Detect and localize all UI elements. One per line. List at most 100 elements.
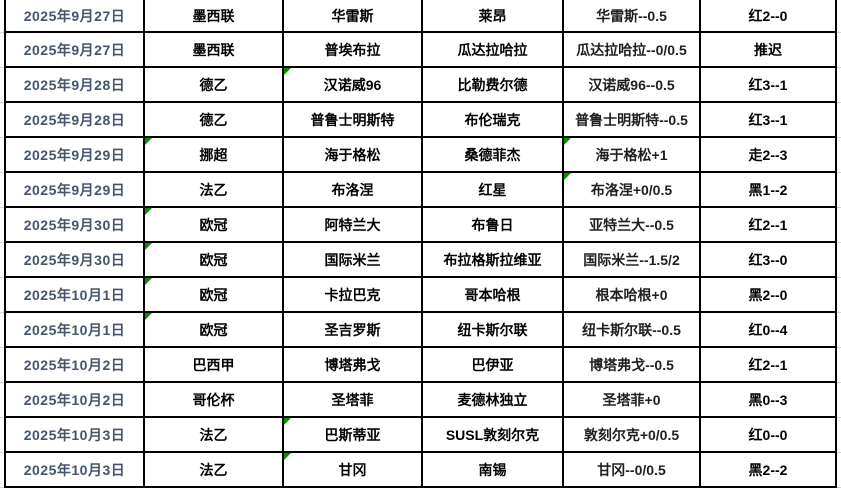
cell-result[interactable]: 红2--1 bbox=[701, 348, 837, 383]
cell-result[interactable]: 黑0--3 bbox=[701, 383, 837, 418]
cell-away-team[interactable]: 哥本哈根 bbox=[423, 278, 564, 313]
home-team-text: 国际米兰 bbox=[324, 251, 381, 268]
cell-home-team[interactable]: 普鲁士明斯特 bbox=[284, 103, 423, 138]
cell-home-team[interactable]: 博塔弗戈 bbox=[284, 348, 423, 383]
cell-date[interactable]: 2025年10月2日 bbox=[6, 348, 145, 383]
cell-handicap[interactable]: 亚特兰大--0.5 bbox=[564, 208, 701, 243]
cell-result[interactable]: 红3--1 bbox=[701, 68, 837, 103]
league-text: 欧冠 bbox=[199, 251, 228, 268]
cell-home-team[interactable]: 普埃布拉 bbox=[284, 33, 423, 68]
cell-away-team[interactable]: 瓜达拉哈拉 bbox=[423, 33, 564, 68]
cell-date[interactable]: 2025年9月28日 bbox=[6, 68, 145, 103]
cell-home-team[interactable]: 圣吉罗斯 bbox=[284, 313, 423, 348]
cell-away-team[interactable]: 麦德林独立 bbox=[423, 383, 564, 418]
gridline-segment bbox=[837, 33, 841, 68]
gridline-segment bbox=[0, 138, 4, 173]
cell-result[interactable]: 黑1--2 bbox=[701, 173, 837, 208]
cell-handicap[interactable]: 布洛涅+0/0.5 bbox=[564, 173, 701, 208]
cell-result[interactable]: 红3--1 bbox=[701, 103, 837, 138]
cell-result[interactable]: 红0--0 bbox=[701, 418, 837, 453]
cell-league[interactable]: 巴西甲 bbox=[145, 348, 284, 383]
cell-result[interactable]: 推迟 bbox=[701, 33, 837, 68]
match-results-table: 2025年9月27日 墨西联 华雷斯 莱昂 华雷斯--0.5 红2--0 202… bbox=[4, 0, 837, 488]
cell-handicap[interactable]: 甘冈--0/0.5 bbox=[564, 453, 701, 488]
cell-date[interactable]: 2025年9月29日 bbox=[6, 173, 145, 208]
cell-home-team[interactable]: 阿特兰大 bbox=[284, 208, 423, 243]
cell-home-team[interactable]: 汉诺威96 bbox=[284, 68, 423, 103]
cell-handicap[interactable]: 圣塔菲+0 bbox=[564, 383, 701, 418]
cell-result[interactable]: 红0--4 bbox=[701, 313, 837, 348]
handicap-text: 根本哈根+0 bbox=[595, 286, 668, 303]
cell-league[interactable]: 哥伦杯 bbox=[145, 383, 284, 418]
cell-league[interactable]: 法乙 bbox=[145, 453, 284, 488]
cell-home-team[interactable]: 布洛涅 bbox=[284, 173, 423, 208]
cell-result[interactable]: 走2--3 bbox=[701, 138, 837, 173]
cell-away-team[interactable]: 南锡 bbox=[423, 453, 564, 488]
comment-marker-icon bbox=[145, 243, 152, 250]
cell-home-team[interactable]: 巴斯蒂亚 bbox=[284, 418, 423, 453]
cell-result[interactable]: 红2--0 bbox=[701, 0, 837, 33]
cell-handicap[interactable]: 普鲁士明斯特--0.5 bbox=[564, 103, 701, 138]
cell-away-team[interactable]: 布伦瑞克 bbox=[423, 103, 564, 138]
cell-league[interactable]: 欧冠 bbox=[145, 313, 284, 348]
handicap-text: 甘冈--0/0.5 bbox=[597, 461, 666, 478]
cell-date[interactable]: 2025年10月2日 bbox=[6, 383, 145, 418]
cell-result[interactable]: 红2--1 bbox=[701, 208, 837, 243]
gridline-segment bbox=[0, 418, 4, 453]
cell-date[interactable]: 2025年9月29日 bbox=[6, 138, 145, 173]
cell-result[interactable]: 黑2--2 bbox=[701, 453, 837, 488]
cell-league[interactable]: 欧冠 bbox=[145, 208, 284, 243]
cell-away-team[interactable]: 比勒费尔德 bbox=[423, 68, 564, 103]
cell-league[interactable]: 法乙 bbox=[145, 418, 284, 453]
cell-away-team[interactable]: 纽卡斯尔联 bbox=[423, 313, 564, 348]
cell-handicap[interactable]: 根本哈根+0 bbox=[564, 278, 701, 313]
cell-league[interactable]: 墨西联 bbox=[145, 0, 284, 33]
cell-date[interactable]: 2025年10月3日 bbox=[6, 453, 145, 488]
cell-result[interactable]: 黑2--0 bbox=[701, 278, 837, 313]
cell-away-team[interactable]: SUSL敦刻尔克 bbox=[423, 418, 564, 453]
cell-away-team[interactable]: 莱昂 bbox=[423, 0, 564, 33]
cell-handicap[interactable]: 纽卡斯尔联--0.5 bbox=[564, 313, 701, 348]
cell-league[interactable]: 德乙 bbox=[145, 103, 284, 138]
cell-date[interactable]: 2025年9月30日 bbox=[6, 208, 145, 243]
cell-home-team[interactable]: 华雷斯 bbox=[284, 0, 423, 33]
cell-date[interactable]: 2025年9月28日 bbox=[6, 103, 145, 138]
cell-away-team[interactable]: 红星 bbox=[423, 173, 564, 208]
cell-league[interactable]: 墨西联 bbox=[145, 33, 284, 68]
cell-away-team[interactable]: 布鲁日 bbox=[423, 208, 564, 243]
league-text: 欧冠 bbox=[199, 216, 228, 233]
cell-home-team[interactable]: 圣塔菲 bbox=[284, 383, 423, 418]
cell-league[interactable]: 挪超 bbox=[145, 138, 284, 173]
cell-date[interactable]: 2025年9月27日 bbox=[6, 0, 145, 33]
cell-home-team[interactable]: 甘冈 bbox=[284, 453, 423, 488]
cell-handicap[interactable]: 博塔弗戈--0.5 bbox=[564, 348, 701, 383]
cell-home-team[interactable]: 海于格松 bbox=[284, 138, 423, 173]
result-text: 红3--1 bbox=[748, 111, 788, 128]
date-text: 2025年10月3日 bbox=[23, 426, 126, 443]
cell-handicap[interactable]: 国际米兰--1.5/2 bbox=[564, 243, 701, 278]
gridline-segment bbox=[837, 173, 841, 208]
cell-handicap[interactable]: 海于格松+1 bbox=[564, 138, 701, 173]
cell-away-team[interactable]: 布拉格斯拉维亚 bbox=[423, 243, 564, 278]
cell-handicap[interactable]: 瓜达拉哈拉--0/0.5 bbox=[564, 33, 701, 68]
handicap-text: 国际米兰--1.5/2 bbox=[583, 251, 680, 268]
cell-league[interactable]: 欧冠 bbox=[145, 278, 284, 313]
cell-away-team[interactable]: 桑德菲杰 bbox=[423, 138, 564, 173]
cell-date[interactable]: 2025年10月1日 bbox=[6, 278, 145, 313]
cell-league[interactable]: 法乙 bbox=[145, 173, 284, 208]
cell-handicap[interactable]: 汉诺威96--0.5 bbox=[564, 68, 701, 103]
cell-league[interactable]: 德乙 bbox=[145, 68, 284, 103]
cell-home-team[interactable]: 国际米兰 bbox=[284, 243, 423, 278]
cell-league[interactable]: 欧冠 bbox=[145, 243, 284, 278]
cell-date[interactable]: 2025年10月1日 bbox=[6, 313, 145, 348]
handicap-text: 汉诺威96--0.5 bbox=[588, 76, 675, 93]
handicap-text: 亚特兰大--0.5 bbox=[589, 216, 674, 233]
cell-date[interactable]: 2025年9月30日 bbox=[6, 243, 145, 278]
cell-home-team[interactable]: 卡拉巴克 bbox=[284, 278, 423, 313]
cell-date[interactable]: 2025年10月3日 bbox=[6, 418, 145, 453]
cell-result[interactable]: 红3--0 bbox=[701, 243, 837, 278]
cell-handicap[interactable]: 华雷斯--0.5 bbox=[564, 0, 701, 33]
cell-handicap[interactable]: 敦刻尔克+0/0.5 bbox=[564, 418, 701, 453]
cell-date[interactable]: 2025年9月27日 bbox=[6, 33, 145, 68]
cell-away-team[interactable]: 巴伊亚 bbox=[423, 348, 564, 383]
